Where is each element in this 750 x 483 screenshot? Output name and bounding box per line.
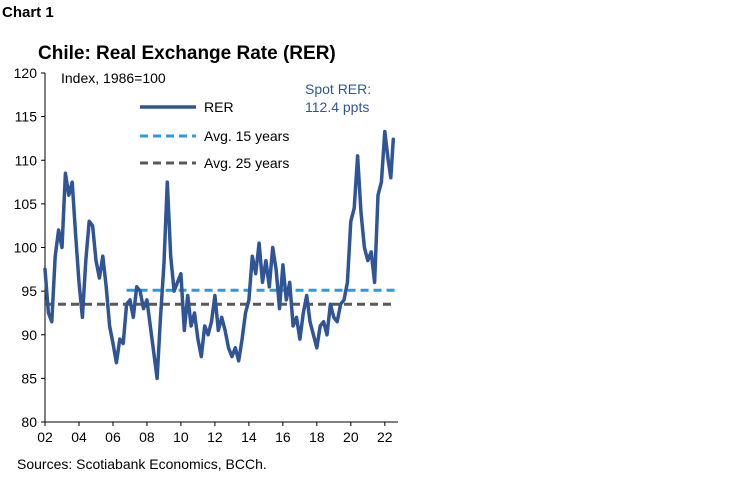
y-tick-label: 105: [14, 196, 38, 212]
y-tick-label: 115: [15, 109, 38, 125]
x-tick-label: 12: [207, 429, 223, 445]
legend-swatches: [140, 105, 196, 165]
spot-rer-annotation-line-2: 112.4 ppts: [305, 99, 370, 115]
y-tick-label: 90: [21, 327, 37, 343]
y-tick-label: 100: [14, 240, 38, 256]
x-tick-label: 16: [275, 429, 291, 445]
y-tick-label: 95: [21, 283, 37, 299]
y-tick-label: 80: [21, 414, 37, 430]
rer-series-line: [43, 129, 396, 381]
series-layer: [43, 129, 396, 381]
y-tick-label: 110: [15, 152, 38, 168]
x-tick-label: 02: [37, 429, 53, 445]
source-note: Sources: Scotiabank Economics, BCCh.: [17, 456, 267, 472]
x-tick-label: 04: [71, 429, 87, 445]
legend-label-avg-25-years: Avg. 25 years: [204, 155, 290, 171]
x-tick-label: 06: [105, 429, 121, 445]
chart-number-label: Chart 1: [2, 4, 54, 21]
x-tick-label: 10: [173, 429, 189, 445]
legend-label-avg-15-years: Avg. 15 years: [204, 128, 290, 144]
y-axis-ticks: 80 85 90 95 100 105 110 115 120: [14, 65, 45, 430]
y-tick-label: 85: [21, 370, 37, 386]
x-tick-label: 20: [343, 429, 359, 445]
y-axis-unit-label: Index, 1986=100: [61, 70, 166, 86]
spot-rer-annotation: Spot RER: 112.4 ppts: [305, 80, 371, 116]
x-tick-label: 18: [309, 429, 325, 445]
x-axis-ticks: 02 04 06 08 10 12 14 16 18 20 22: [37, 422, 393, 445]
legend-label-rer: RER: [204, 99, 234, 115]
y-tick-label: 120: [14, 65, 38, 81]
spot-rer-annotation-line-1: Spot RER:: [305, 81, 372, 97]
chart-title: Chile: Real Exchange Rate (RER): [38, 43, 336, 64]
x-tick-label: 08: [139, 429, 155, 445]
x-tick-label: 22: [377, 429, 393, 445]
x-tick-label: 14: [241, 429, 257, 445]
